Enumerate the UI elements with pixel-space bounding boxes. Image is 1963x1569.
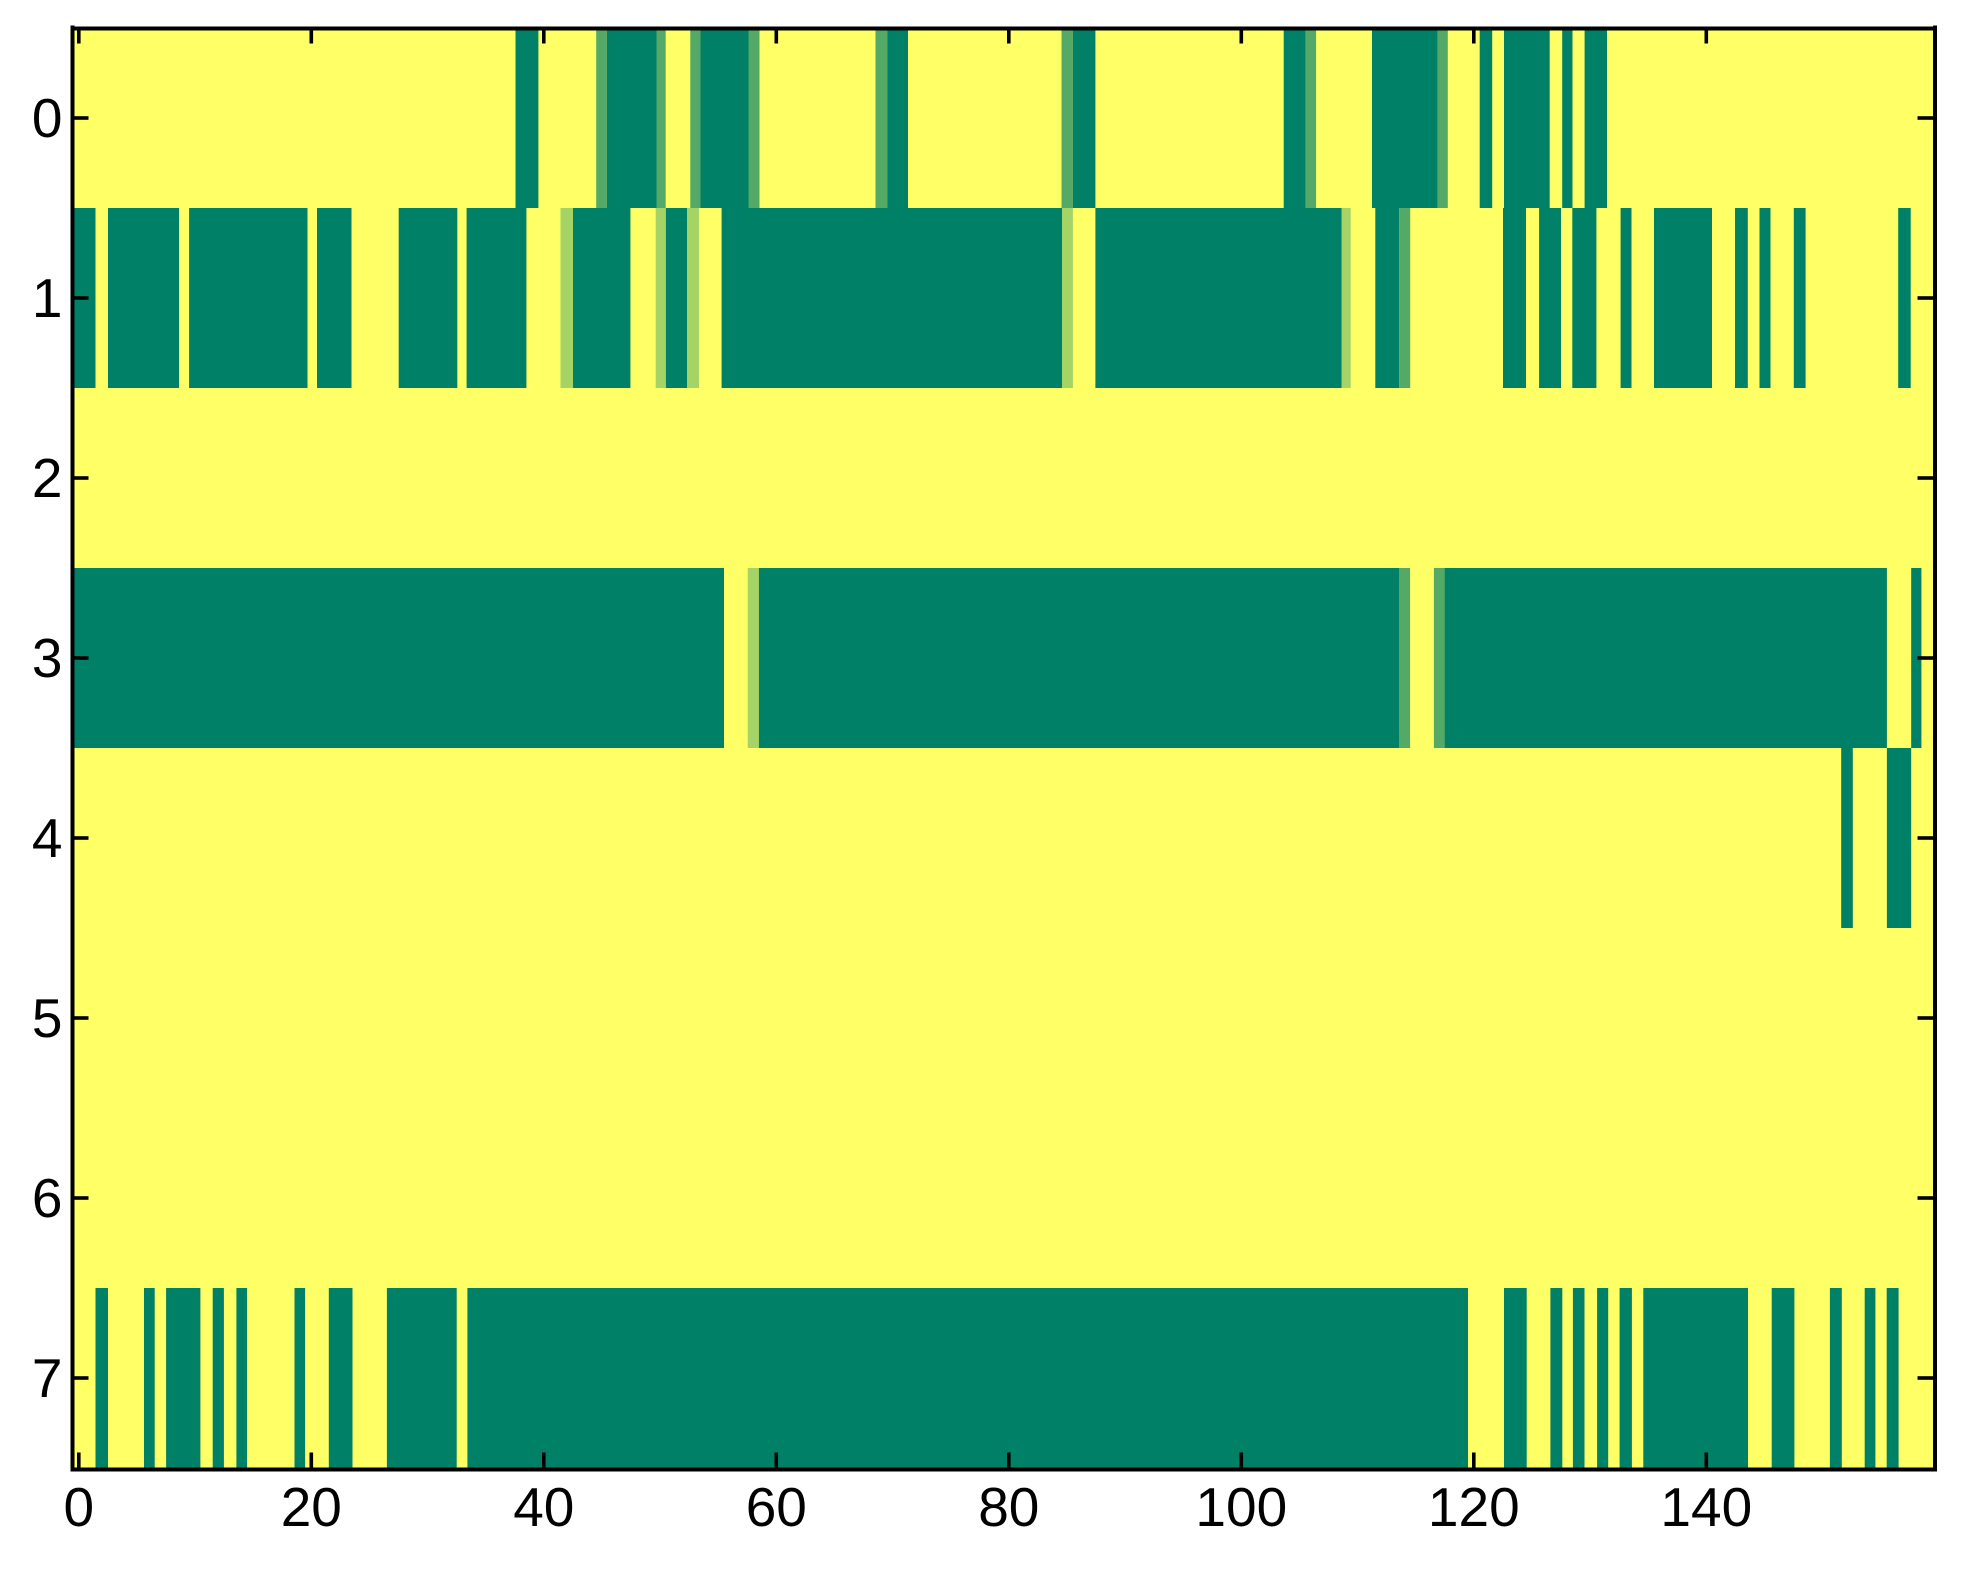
svg-text:100: 100 [1195,1476,1287,1538]
svg-text:0: 0 [32,87,63,149]
svg-text:2: 2 [32,447,63,509]
svg-text:120: 120 [1428,1476,1520,1538]
svg-text:6: 6 [32,1167,63,1229]
svg-text:60: 60 [746,1476,807,1538]
svg-text:0: 0 [64,1476,95,1538]
svg-text:3: 3 [32,627,63,689]
svg-text:4: 4 [32,807,63,869]
svg-text:20: 20 [281,1476,342,1538]
svg-text:1: 1 [32,267,63,329]
svg-text:5: 5 [32,987,63,1049]
svg-text:40: 40 [513,1476,574,1538]
svg-text:80: 80 [978,1476,1039,1538]
svg-text:140: 140 [1660,1476,1752,1538]
svg-text:7: 7 [32,1347,63,1409]
